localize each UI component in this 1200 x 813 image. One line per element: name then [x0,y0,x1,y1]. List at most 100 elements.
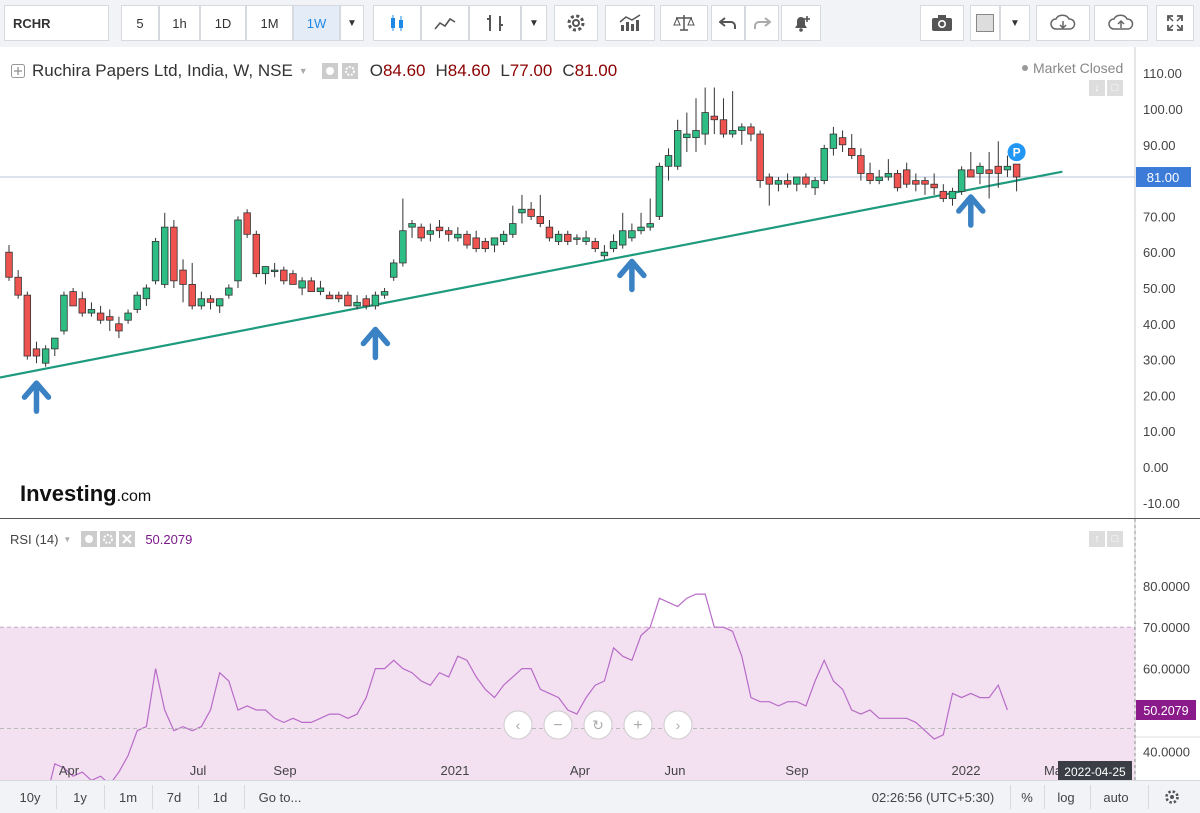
candle [967,151,975,178]
candle [609,234,618,253]
load-chart-button[interactable] [1036,5,1090,41]
caret-down-icon[interactable]: ▼ [63,534,72,544]
area-style-button[interactable] [421,5,469,41]
save-chart-button[interactable] [1094,5,1148,41]
rsi-tick-label: 70.0000 [1143,620,1190,635]
interval-5[interactable]: 5 [121,5,159,41]
candle [893,169,902,192]
price-chart[interactable]: -10.00 0.00 10.00 20.00 30.00 40.00 50.00 60.00… [0,47,1200,519]
symbol-field[interactable]: RCHR [4,5,109,41]
support-trendline[interactable] [0,170,1063,379]
pane-maximize-icon[interactable]: □ [1107,80,1123,96]
candle-body [893,173,902,189]
scroll-right-button[interactable] [663,710,693,740]
settings-button[interactable] [554,5,598,41]
minus-icon: − [553,717,562,734]
candle-body [994,165,1002,174]
candle-body [765,176,773,185]
candle-body [115,323,123,332]
candle [472,230,480,253]
candle-body [591,241,599,250]
chart-style-dropdown[interactable]: ▼ [521,5,547,41]
price-tick-label: 90.00 [1143,138,1176,153]
candle-body [564,233,572,242]
candle [573,234,581,246]
annotations[interactable]: P [21,143,1026,414]
undo-button[interactable] [711,5,745,41]
chart-legend: Ruchira Papers Ltd, India, W, NSE ▼ O 84.… [10,60,617,82]
candle [151,237,160,285]
candle-body [490,237,499,246]
candle [701,87,709,145]
goto-date-button[interactable]: Go to... [258,789,302,805]
add-alert-button[interactable] [781,5,821,41]
pane-maximize-icon[interactable]: □ [1107,531,1123,547]
candle [41,345,50,367]
screenshot-button[interactable] [920,5,964,41]
range-1d[interactable]: 1d [212,789,228,805]
area-chart-icon [434,17,456,30]
candle-body [692,130,700,139]
redo-button[interactable] [745,5,779,41]
interval-dropdown[interactable]: ▼ [340,5,364,41]
pane-down-icon[interactable]: ↓ [1089,80,1105,96]
up-arrow-icon [956,194,986,228]
candle [170,219,178,288]
rsi-chart[interactable]: 20.000030.000040.000050.000060.000070.00… [0,519,1200,780]
candle [96,305,105,324]
refresh-icon: ↻ [592,717,604,733]
range-1y[interactable]: 1y [73,789,87,805]
chart-properties-button[interactable] [1152,781,1192,813]
caret-down-icon[interactable]: ▼ [298,66,308,76]
bars-style-button[interactable] [469,5,521,41]
interval-1d[interactable]: 1D [200,5,246,41]
legend-settings-icons[interactable] [321,63,362,79]
interval-1w[interactable]: 1W [293,5,340,41]
candle-body [472,237,480,250]
caret-down-icon: ▼ [1010,17,1020,29]
candles-style-button[interactable] [373,5,421,41]
candle-body [683,133,691,139]
fullscreen-button[interactable] [1156,5,1194,41]
caret-down-icon: ▼ [529,17,539,29]
log-scale-toggle[interactable]: log [1057,789,1075,805]
clock-timezone[interactable]: 02:26:56 (UTC+5:30) [871,789,995,805]
percent-scale-toggle[interactable]: % [1021,789,1033,805]
candle-body [78,298,86,314]
candle [316,280,325,296]
price-tick-label: -10.00 [1143,496,1180,511]
range-7d[interactable]: 7d [166,789,182,805]
candle-body [481,241,490,250]
candle-body [646,223,654,228]
compare-button[interactable] [660,5,708,41]
range-1m[interactable]: 1m [118,789,138,805]
range-10y[interactable]: 10y [19,789,41,805]
reset-button[interactable] [583,710,613,740]
candle-body [170,226,178,282]
rsi-level-lines [0,626,1135,628]
auto-scale-toggle[interactable]: auto [1103,789,1129,805]
interval-1m[interactable]: 1M [246,5,293,41]
candle [499,230,508,246]
chart-color-button[interactable] [970,5,1000,41]
candle [600,245,609,260]
indicators-button[interactable] [605,5,655,41]
candle-body [518,208,526,214]
pane-up-icon[interactable]: ↑ [1089,531,1105,547]
candle [564,230,572,246]
candle-body [399,230,407,264]
collapse-legend-icon[interactable] [10,63,26,79]
candle-body [51,337,59,350]
candle [527,202,535,220]
scale-balance-icon [673,15,695,31]
scroll-left-button[interactable] [503,710,533,740]
zoom-in-button[interactable] [623,710,653,740]
status-dot-icon [1022,65,1028,71]
interval-1h[interactable]: 1h [159,5,200,41]
candle-body [344,294,352,307]
candle [673,119,682,170]
candle-body [41,348,50,364]
chart-color-dropdown[interactable]: ▼ [1000,5,1030,41]
rsi-settings-icons[interactable] [81,531,136,547]
zoom-out-button[interactable] [543,710,573,740]
